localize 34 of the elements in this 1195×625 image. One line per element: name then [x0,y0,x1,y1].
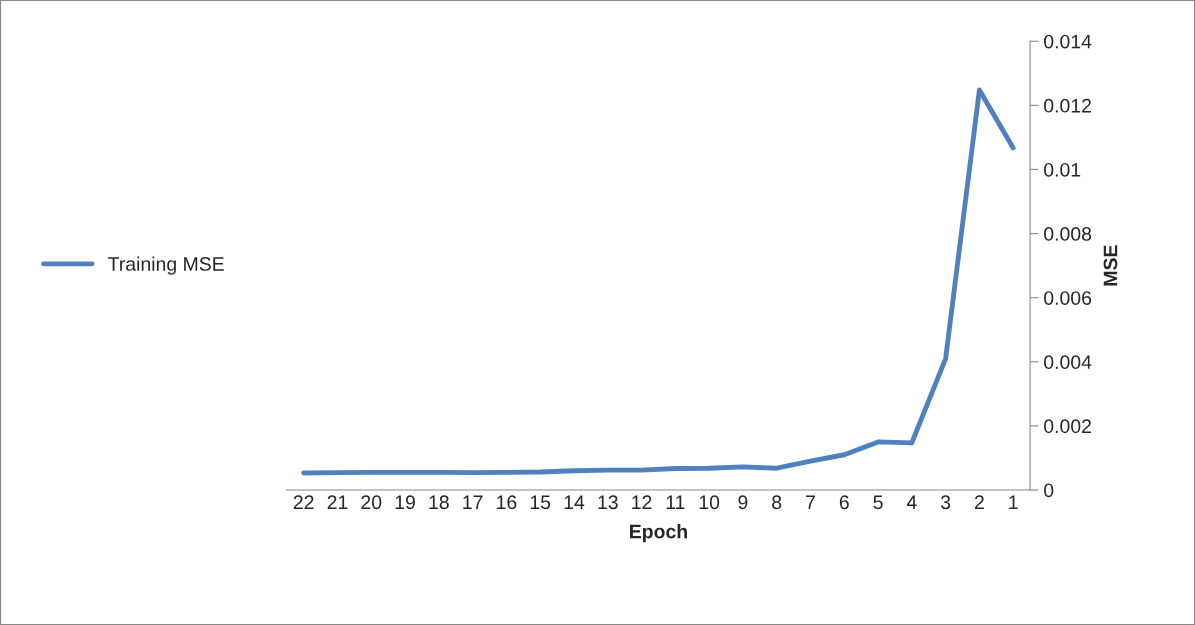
x-tick-label: 20 [361,495,382,510]
y-tick-label: 0.004 [1044,355,1092,370]
legend-label: Training MSE [108,256,224,275]
x-tick-label: 22 [293,495,314,509]
y-tick-label: 0 [1044,483,1054,498]
y-tick-label: 0.012 [1044,98,1091,113]
x-tick-label: 2 [974,495,984,509]
line-series [301,87,1016,476]
x-tick-label: 11 [666,495,685,509]
x-tick-label: 16 [497,495,517,510]
x-tick-label: 6 [839,495,849,510]
x-tick-label: 18 [429,495,449,510]
x-tick-label: 1 [1009,495,1018,509]
x-tick-label: 3 [940,495,951,510]
y-tick-label: 0.008 [1044,227,1092,241]
x-tick-label: 9 [738,495,748,510]
x-tick-label: 14 [564,495,585,509]
y-axis-title: MSE [1103,245,1118,286]
y-tick-label: 0.014 [1044,34,1092,49]
x-tick-label: 12 [632,495,652,509]
y-tick-label: 0.006 [1044,291,1092,305]
x-tick-label: 8 [772,495,782,510]
x-axis-title: Epoch [630,524,687,543]
x-tick-label: 17 [463,495,483,509]
x-tick-label: 13 [598,495,618,510]
x-tick-label: 21 [327,495,348,509]
x-tick-label: 15 [530,495,551,510]
x-tick-label: 19 [395,495,415,510]
x-tick-label: 4 [906,495,917,509]
y-tick-label: 0.002 [1044,419,1091,434]
y-tick-label: 0.01 [1044,162,1081,177]
x-tick-label: 5 [873,495,883,510]
x-tick-label: 7 [806,495,815,509]
x-tick-label: 10 [699,495,720,510]
